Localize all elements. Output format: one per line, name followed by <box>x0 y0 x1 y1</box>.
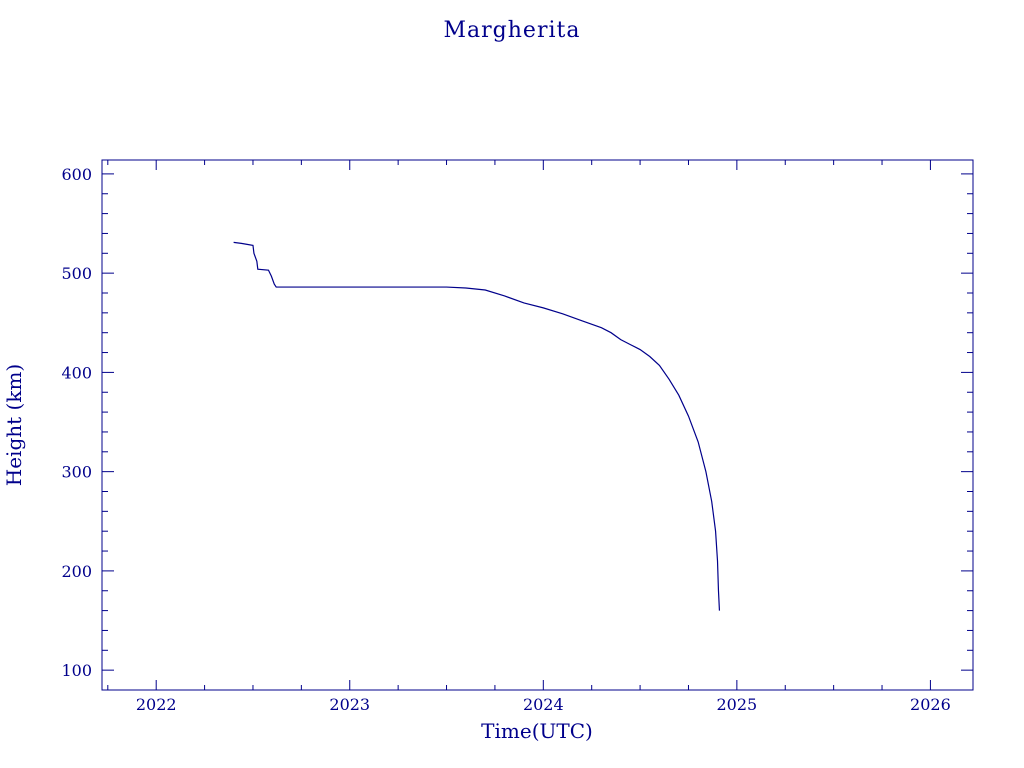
x-tick-label: 2026 <box>910 695 951 714</box>
series-group <box>233 241 721 611</box>
x-tick-label: 2023 <box>329 695 370 714</box>
y-tick-label: 500 <box>61 264 92 283</box>
y-tick-label: 300 <box>61 463 92 482</box>
y-tick-label: 600 <box>61 165 92 184</box>
x-tick-labels: 2022 2023 2024 2025 2026 <box>136 695 951 714</box>
y-axis-label: Height (km) <box>2 364 26 486</box>
y-tick-label: 100 <box>61 661 92 680</box>
x-tick-label: 2025 <box>717 695 758 714</box>
x-tick-label: 2022 <box>136 695 177 714</box>
chart-title: Margherita <box>444 18 581 43</box>
x-tick-label: 2024 <box>523 695 564 714</box>
plot-frame <box>101 159 974 691</box>
y-tick-label: 200 <box>61 562 92 581</box>
series-line <box>233 241 721 611</box>
y-tick-labels: 100 200 300 400 500 600 <box>61 165 92 680</box>
x-axis-label: Time(UTC) <box>481 719 593 743</box>
y-tick-label: 400 <box>61 363 92 382</box>
axis-ticks <box>102 160 973 691</box>
